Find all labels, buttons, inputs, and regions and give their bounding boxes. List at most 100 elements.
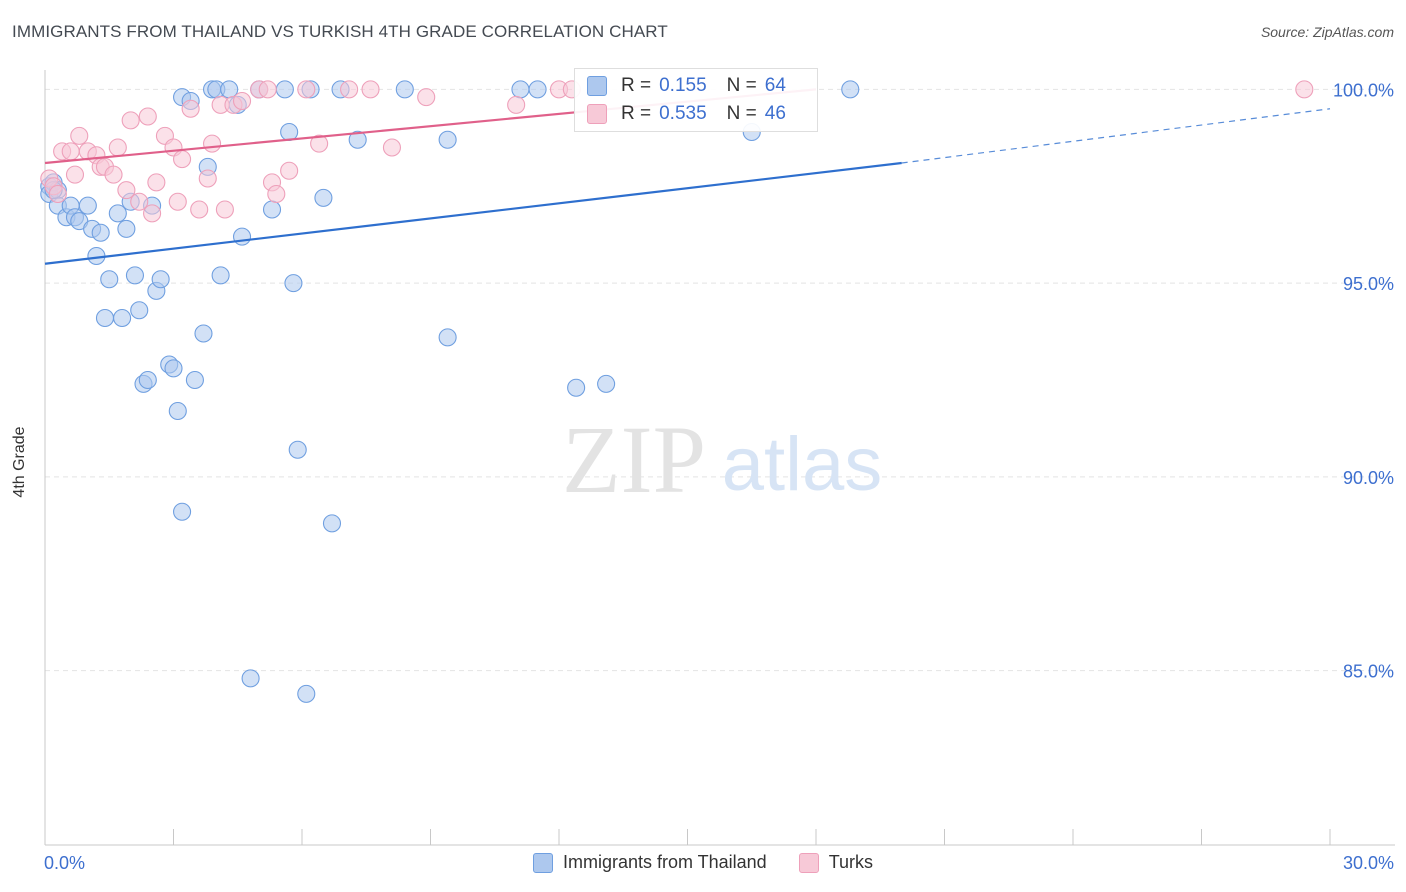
data-point xyxy=(417,88,436,107)
y-tick-label: 100.0% xyxy=(1333,80,1394,100)
turks-n-value: 46 xyxy=(764,103,786,124)
data-point xyxy=(258,80,277,99)
data-point xyxy=(130,301,149,320)
data-point xyxy=(61,142,80,161)
data-point xyxy=(168,192,187,211)
data-point xyxy=(168,401,187,421)
x-tick-label-max: 30.0% xyxy=(1343,853,1394,873)
data-point xyxy=(78,196,97,215)
legend-swatch-thailand xyxy=(532,852,553,873)
data-point xyxy=(507,95,526,114)
data-point xyxy=(314,188,333,207)
data-point xyxy=(48,184,67,204)
y-tick-label: 95.0% xyxy=(1343,274,1394,294)
data-point xyxy=(348,130,367,149)
stats-row-turks: R = 0.535 N = 46 xyxy=(587,103,786,125)
data-point xyxy=(841,80,860,99)
legend-label-thailand: Immigrants from Thailand xyxy=(562,852,767,872)
data-point xyxy=(143,204,162,223)
y-tick-labels: 100.0% 95.0% 90.0% 85.0% xyxy=(1333,80,1394,681)
data-point xyxy=(198,169,217,188)
data-point xyxy=(125,266,144,285)
chart-source: Source: ZipAtlas.com xyxy=(1260,24,1394,40)
data-point xyxy=(267,184,286,204)
data-point xyxy=(104,165,123,184)
data-point xyxy=(164,359,183,378)
data-point xyxy=(121,111,140,130)
legend-item-thailand[interactable]: Immigrants from Thailand xyxy=(532,852,767,873)
data-point xyxy=(232,91,252,111)
legend: Immigrants from Thailand Turks xyxy=(0,852,1406,873)
data-point xyxy=(288,440,307,459)
legend-item-turks[interactable]: Turks xyxy=(798,852,874,873)
data-point xyxy=(70,126,89,145)
data-point xyxy=(262,200,282,219)
thailand-swatch xyxy=(587,76,607,96)
data-point xyxy=(438,130,457,149)
y-tick-label: 85.0% xyxy=(1343,662,1394,682)
stats-row-thailand: R = 0.155 N = 64 xyxy=(587,75,786,97)
data-point xyxy=(138,370,157,390)
data-point xyxy=(117,219,136,238)
axes xyxy=(44,70,1395,846)
data-point xyxy=(108,204,127,223)
data-point xyxy=(241,669,260,688)
r-label: R = xyxy=(621,75,652,96)
x-tick-label-min: 0.0% xyxy=(44,853,85,873)
stats-legend: R = 0.155 N = 64 R = 0.535 N = 46 xyxy=(574,68,818,132)
series-thailand xyxy=(40,80,860,703)
data-point xyxy=(284,274,303,293)
data-point xyxy=(297,684,316,703)
data-point xyxy=(100,270,119,289)
thailand-r-value: 0.155 xyxy=(659,75,707,96)
data-point xyxy=(511,80,530,99)
data-point xyxy=(65,165,85,184)
series-turks xyxy=(40,80,1314,223)
thailand-n-value: 64 xyxy=(764,75,786,96)
y-axis-label: 4th Grade xyxy=(11,426,28,498)
data-point xyxy=(395,80,414,99)
r-label: R = xyxy=(621,103,652,124)
y-tick-label: 90.0% xyxy=(1343,468,1394,488)
turks-r-value: 0.535 xyxy=(659,103,707,124)
data-point xyxy=(280,122,299,142)
data-point xyxy=(297,80,316,99)
data-point xyxy=(382,138,402,157)
data-point xyxy=(203,134,222,153)
data-point xyxy=(310,134,329,153)
data-point xyxy=(361,80,380,99)
data-point xyxy=(567,378,586,397)
watermark-atlas: atlas xyxy=(722,422,883,507)
data-point xyxy=(147,173,166,192)
data-point xyxy=(181,99,200,118)
data-point xyxy=(275,80,294,99)
data-point xyxy=(528,80,547,99)
data-point xyxy=(91,223,110,242)
data-point xyxy=(194,324,213,343)
trend-line-extension xyxy=(901,108,1331,164)
data-point xyxy=(1295,80,1314,99)
watermark: ZIP atlas xyxy=(562,406,882,513)
data-point xyxy=(597,374,616,393)
data-point xyxy=(190,200,209,219)
data-point xyxy=(130,192,149,211)
watermark-zip: ZIP xyxy=(562,406,706,513)
data-point xyxy=(280,161,299,180)
n-label: N = xyxy=(726,103,757,124)
grid-lines xyxy=(45,88,1395,672)
data-point xyxy=(322,514,342,533)
data-point xyxy=(108,138,127,157)
data-point xyxy=(185,370,204,390)
data-point xyxy=(211,266,230,285)
legend-label-turks: Turks xyxy=(828,852,874,872)
data-points xyxy=(40,80,1314,703)
data-point xyxy=(173,502,192,521)
data-point xyxy=(117,181,136,200)
data-point xyxy=(113,308,132,328)
n-label: N = xyxy=(726,75,757,96)
data-point xyxy=(438,328,457,347)
data-point xyxy=(151,270,170,289)
data-point xyxy=(95,308,115,328)
legend-swatch-turks xyxy=(798,852,819,873)
